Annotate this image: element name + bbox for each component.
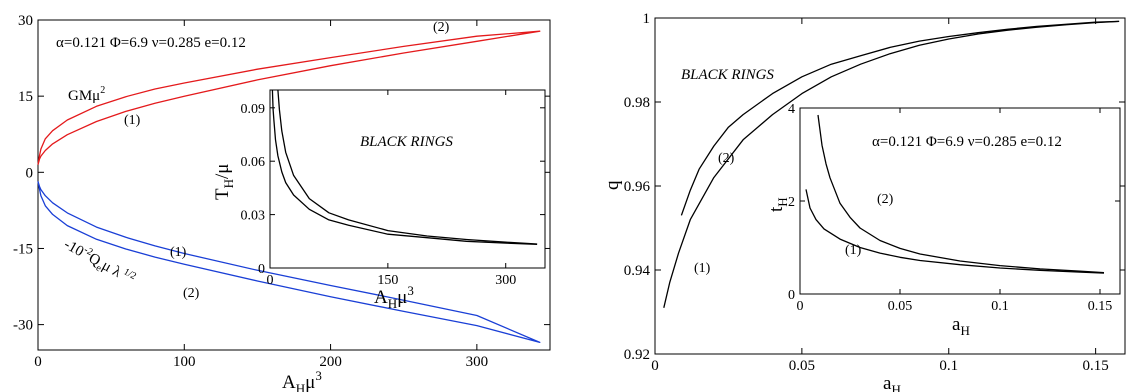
gm-curve-label: GMμ2 — [68, 85, 105, 104]
panel1-y-tick-label: 0.03 — [241, 209, 266, 224]
right-main-panel: 0 0.05 0.1 0.15 0.92 0.94 0.96 0.98 1 BLACK RIN… — [602, 11, 1126, 392]
red-branch-1-label: (1) — [124, 113, 141, 128]
right-inset-plot-frame — [799, 107, 1121, 295]
panel1-x-tick-label: 300 — [495, 273, 516, 288]
panel3-series-line-1 — [805, 189, 1105, 274]
panel0-x-tick-label: 200 — [319, 354, 342, 370]
blue-branch-1-label: (1) — [170, 245, 187, 260]
left-inset-y-axis-label: TH/μ — [212, 164, 236, 200]
panel3-y-tick-label: 2 — [788, 195, 795, 210]
blue-branch-2-label: (2) — [183, 286, 200, 301]
panel1-x-tick-label: 150 — [377, 273, 398, 288]
panel0-series-line-2 — [37, 181, 541, 344]
right-inset-y-axis-label: tH — [766, 197, 790, 212]
right-inset-branch-1-label: (1) — [845, 243, 862, 258]
left-main-x-axis-label: AHμ3 — [282, 368, 322, 392]
right-inset-x-axis-label: aH — [952, 314, 970, 338]
panel0-y-tick-label: 0 — [26, 165, 34, 181]
panel0-series-line-1 — [37, 30, 541, 165]
right-main-title: BLACK RINGS — [681, 67, 774, 83]
right-branch-1-label: (1) — [694, 261, 711, 276]
panel2-y-tick-label: 0.94 — [624, 263, 651, 279]
panel2-x-tick-label: 0.15 — [1083, 358, 1109, 374]
panel2-x-tick-label: 0 — [651, 358, 659, 374]
panel1-series-line-1 — [277, 89, 538, 245]
panel1-y-tick-label: 0.09 — [241, 102, 266, 117]
panel2-series-line-2 — [680, 20, 1120, 216]
panel1-y-tick-label: 0 — [258, 262, 265, 277]
panel1-series-line-2 — [271, 89, 538, 245]
panel0-x-tick-label: 0 — [34, 354, 42, 370]
charge-curve-label: -10-2Qeμ λ 1/2 — [60, 235, 138, 291]
panel1-y-tick-label: 0.06 — [241, 155, 266, 170]
panel3-x-tick-label: 0.1 — [991, 299, 1009, 314]
panel3-x-tick-label: 0 — [797, 299, 804, 314]
right-branch-2-label: (2) — [718, 151, 735, 166]
panel3-y-tick-label: 0 — [788, 288, 795, 303]
panel3-x-tick-label: 0.15 — [1088, 299, 1113, 314]
right-parameters-text: α=0.121 Φ=6.9 ν=0.285 e=0.12 — [872, 134, 1062, 150]
red-branch-2-label: (2) — [433, 20, 450, 35]
panel0-y-tick-label: 30 — [18, 13, 33, 29]
panel3-x-tick-label: 0.05 — [888, 299, 913, 314]
left-main-plot-frame — [37, 19, 551, 351]
panel2-x-tick-label: 0.05 — [789, 358, 815, 374]
right-main-x-axis-label: aH — [883, 373, 901, 392]
panel2-y-tick-label: 0.92 — [624, 347, 650, 363]
panel2-y-tick-label: 0.98 — [624, 95, 650, 111]
panel2-series-line-1 — [663, 20, 1120, 308]
right-main-y-axis-label: q — [602, 180, 623, 190]
panel0-y-tick-label: -30 — [13, 318, 33, 334]
panel1-x-tick-label: 0 — [267, 273, 274, 288]
left-parameters-text: α=0.121 Φ=6.9 ν=0.285 e=0.12 — [56, 35, 246, 51]
panel3-y-tick-label: 4 — [788, 102, 795, 117]
right-inset-panel: 0 0.05 0.1 0.15 0 2 4 α=0.121 Φ=6.9 ν=0.285 e… — [766, 102, 1121, 338]
panel2-y-tick-label: 1 — [643, 11, 651, 27]
left-inset-panel: 0 150 300 00.030.060.09 BLACK RINGS TH/μ A… — [212, 89, 546, 311]
left-inset-plot-frame — [269, 89, 546, 269]
panel3-series-line-2 — [817, 114, 1105, 274]
panel0-x-tick-label: 300 — [466, 354, 489, 370]
panel0-y-tick-label: 15 — [18, 89, 33, 105]
right-inset-branch-2-label: (2) — [877, 192, 894, 207]
left-inset-title: BLACK RINGS — [360, 134, 453, 150]
panel2-x-tick-label: 0.1 — [939, 358, 958, 374]
panel0-x-tick-label: 100 — [173, 354, 196, 370]
panel0-y-tick-label: -15 — [13, 241, 33, 257]
panel2-y-tick-label: 0.96 — [624, 179, 651, 195]
